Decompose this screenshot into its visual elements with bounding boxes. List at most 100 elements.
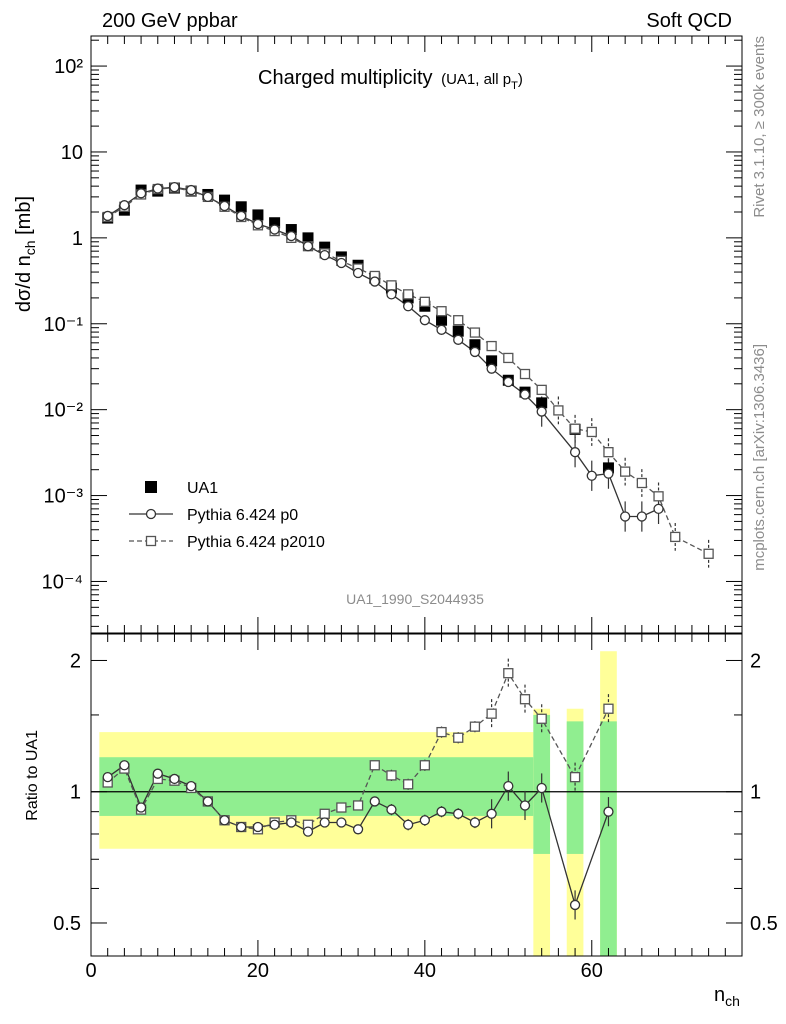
p2010-data-point — [503, 352, 514, 364]
ua1-data-point — [235, 201, 247, 213]
y-tick-label: 10⁻² — [44, 400, 84, 422]
p0-ratio-point — [102, 772, 113, 783]
p2010-data-point — [436, 306, 447, 317]
p0-ratio-point — [519, 800, 531, 811]
p0-data-point — [202, 191, 213, 203]
p0-data-point — [453, 334, 464, 345]
p0-data-point — [386, 289, 397, 300]
p0-ratio-point — [252, 821, 264, 833]
y-tick-label: 1 — [72, 228, 83, 250]
p0-data-point — [319, 249, 330, 261]
main-plot-frame — [90, 35, 743, 634]
p2010-ratio-point — [503, 668, 514, 679]
ua1-data-point — [436, 314, 448, 326]
p2010-ratio-point — [453, 732, 464, 743]
p0-ratio-point — [536, 782, 547, 794]
p2010-data-point — [553, 405, 564, 416]
y-tick-label: 10⁻¹ — [44, 314, 84, 336]
p0-ratio-point — [119, 760, 130, 771]
p0-data-point — [503, 376, 514, 388]
p0-ratio-point — [469, 817, 481, 828]
p2010-data-point — [636, 477, 647, 489]
p2010-ratio-point — [403, 779, 414, 790]
ua1-data-point — [602, 462, 614, 474]
ratio-tick-label: 0.5 — [53, 913, 81, 935]
legend-entry-label: Pythia 6.424 p0 — [187, 507, 298, 524]
p2010-ratio-point — [469, 721, 481, 732]
p0-data-point — [536, 406, 547, 417]
p0-ratio-point — [302, 826, 314, 837]
p0-ratio-point — [453, 808, 464, 819]
p0-data-point — [636, 511, 647, 522]
y-tick-label: 10² — [54, 56, 83, 78]
p0-ratio-point — [436, 806, 447, 817]
p0-main-line — [107, 186, 659, 518]
p2010-ratio-point — [386, 770, 397, 781]
x-tick-label: 60 — [581, 960, 603, 982]
p0-ratio-point — [269, 819, 280, 830]
p0-data-point — [519, 389, 531, 400]
ua1-data-point — [536, 397, 548, 409]
ratio-band-green — [99, 757, 534, 816]
p0-ratio-point — [486, 808, 497, 819]
ratio-tick-label: 1 — [70, 782, 81, 804]
y-axis-label: dσ/d nch [mb] — [13, 196, 38, 312]
chart-title-suffix-end: ) — [518, 71, 523, 88]
ua1-data-point — [285, 224, 297, 236]
p2010-data-point — [536, 384, 547, 396]
p0-ratio-point — [236, 821, 247, 833]
ua1-data-point — [269, 217, 281, 229]
p0-data-point — [419, 315, 430, 326]
y-axis-label-unit: [mb] — [13, 196, 35, 240]
p0-ratio-point — [369, 796, 380, 807]
ratio-tick-label: 2 — [750, 650, 761, 672]
p2010-data-point — [519, 368, 531, 380]
p0-ratio-point — [503, 780, 514, 792]
p0-data-point — [102, 210, 113, 222]
p0-data-point — [352, 267, 364, 279]
p0-data-point — [469, 346, 481, 358]
legend-entry-label: UA1 — [187, 480, 218, 497]
ua1-data-point — [452, 325, 464, 337]
p0-ratio-point — [386, 804, 397, 815]
ua1-data-point — [469, 339, 481, 351]
x-axis-label-main: n — [714, 984, 725, 1006]
p2010-data-point — [620, 466, 631, 477]
p0-data-point — [569, 447, 581, 458]
p0-ratio-point — [569, 899, 581, 911]
p2010-ratio-point — [536, 713, 547, 724]
y-tick-label: 10 — [61, 142, 83, 164]
chart-title-suffix-sub: T — [511, 80, 518, 92]
p0-data-point — [336, 257, 347, 269]
p2010-ratio-point — [352, 800, 364, 811]
p0-data-point — [586, 470, 597, 481]
p2010-data-point — [653, 491, 664, 502]
p0-data-point — [302, 241, 314, 252]
ratio-tick-label: 0.5 — [750, 913, 778, 935]
header-energy-label: 200 GeV ppbar — [102, 10, 238, 32]
x-axis-label: nch — [714, 984, 740, 1009]
ratio-axis-label: Ratio to UA1 — [24, 730, 41, 821]
x-axis-label-sub: ch — [725, 993, 740, 1009]
p0-ratio-point — [152, 768, 163, 779]
p2010-ratio-point — [369, 760, 380, 771]
p2010-ratio-point — [519, 694, 531, 705]
ratio-band-green — [600, 721, 617, 956]
p2010-data-point — [486, 340, 497, 352]
mcplots-label: mcplots.cern.ch [arXiv:1306.3436] — [751, 344, 768, 571]
ratio-plot: 0 20 40 60 0.5 0.5 1 1 2 2 Ratio to UA1 nch — [24, 633, 778, 1009]
ua1-data-point — [219, 194, 231, 206]
y-axis-label-sub: ch — [22, 240, 38, 255]
ua1-data-point — [319, 241, 331, 253]
p2010-ratio-point — [486, 708, 497, 719]
y-tick-label: 10⁻⁴ — [42, 571, 83, 593]
p0-data-point — [286, 230, 297, 242]
p0-ratio-point — [352, 824, 364, 835]
p0-ratio-point — [403, 819, 414, 830]
p0-ratio-point — [186, 780, 197, 792]
chart-title-main: Charged multiplicity — [258, 67, 433, 89]
header-category-label: Soft QCD — [646, 10, 732, 32]
p2010-data-point — [603, 447, 614, 458]
x-tick-label: 20 — [247, 960, 269, 982]
